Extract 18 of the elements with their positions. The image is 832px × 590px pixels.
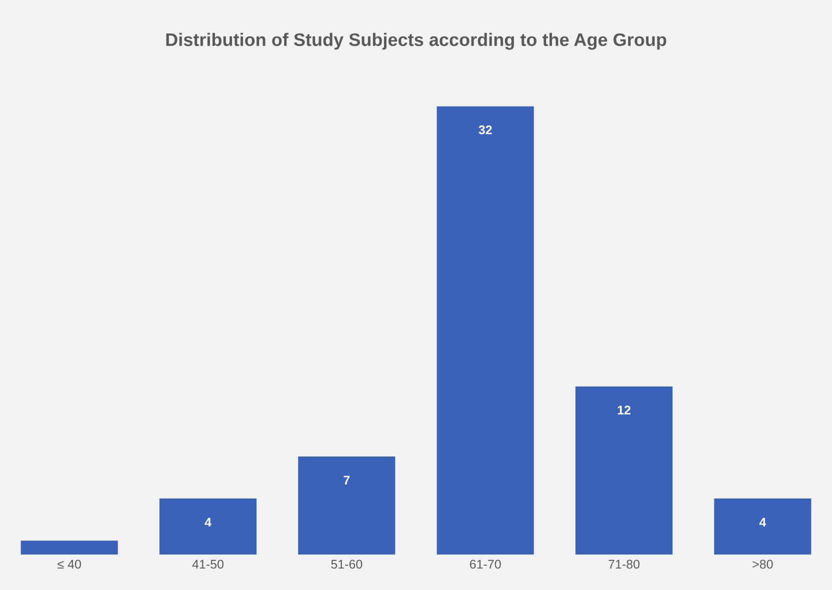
bar (20, 540, 118, 555)
data-label: 4 (759, 518, 766, 527)
chart-title: Distribution of Study Subjects according to the Age Group (166, 32, 666, 50)
bar (298, 456, 396, 555)
x-tick-label: 71-80 (608, 560, 640, 569)
bar (714, 498, 812, 555)
bar (575, 386, 673, 555)
data-label: 12 (618, 406, 630, 414)
bar (436, 106, 534, 555)
x-tick-label: >80 (752, 560, 773, 569)
x-tick-label: 41-50 (192, 560, 224, 569)
data-label: 7 (344, 476, 350, 484)
x-tick-label: 61-70 (470, 560, 501, 569)
bar (159, 498, 257, 555)
x-tick-label: 51-60 (331, 560, 362, 569)
data-label: 4 (204, 518, 212, 527)
x-tick-label: ≤ 40 (58, 560, 81, 569)
data-label: 32 (478, 125, 492, 134)
